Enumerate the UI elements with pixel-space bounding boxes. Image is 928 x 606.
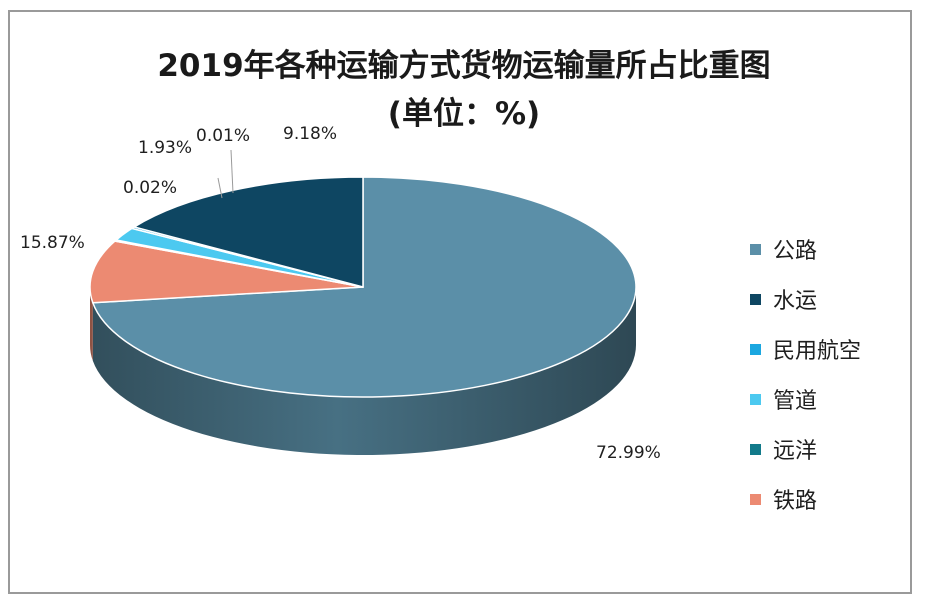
data-label-铁路: 9.18% (283, 124, 337, 144)
data-label-水运: 15.87% (20, 233, 85, 253)
legend: 公路 水运 民用航空 管道 远洋 铁路 (750, 224, 920, 524)
pie-wall-0 (92, 287, 637, 456)
legend-label: 铁路 (773, 489, 818, 514)
legend-swatch (750, 293, 761, 305)
legend-swatch (750, 393, 761, 405)
leader-line (230, 149, 234, 194)
pie-side-wall (90, 287, 637, 456)
legend-item: 水运 (750, 274, 920, 324)
data-label-管道: 1.93% (138, 138, 192, 158)
legend-swatch (750, 443, 761, 455)
pie-data-labels: 72.99% 15.87% 0.02% 1.93%0.01% 9.18% (20, 124, 661, 463)
legend-item: 铁路 (750, 474, 920, 524)
legend-label: 公路 (773, 239, 818, 264)
data-label-公路: 72.99% (596, 443, 661, 463)
legend-label: 远洋 (773, 439, 818, 464)
legend-label: 民用航空 (773, 339, 862, 364)
chart-title: 2019年各种运输方式货物运输量所占比重图 (157, 48, 771, 84)
data-label-远洋: 0.01% (196, 126, 250, 146)
pie-wall-5 (90, 287, 93, 361)
leader-line (217, 177, 223, 199)
legend-item: 民用航空 (750, 324, 920, 374)
legend-label: 管道 (773, 389, 818, 414)
pie-slice-公路 (91, 176, 637, 398)
pie-top-face (89, 176, 637, 398)
data-label-民用航空: 0.02% (123, 178, 177, 198)
legend-label: 水运 (773, 289, 818, 314)
chart-subtitle: (单位：%) (387, 96, 541, 132)
legend-swatch (750, 343, 761, 355)
pie-slice-铁路 (89, 240, 364, 304)
legend-swatch (750, 493, 761, 505)
legend-swatch (750, 243, 761, 255)
legend-item: 管道 (750, 374, 920, 424)
legend-item: 公路 (750, 224, 920, 274)
legend-item: 远洋 (750, 424, 920, 474)
